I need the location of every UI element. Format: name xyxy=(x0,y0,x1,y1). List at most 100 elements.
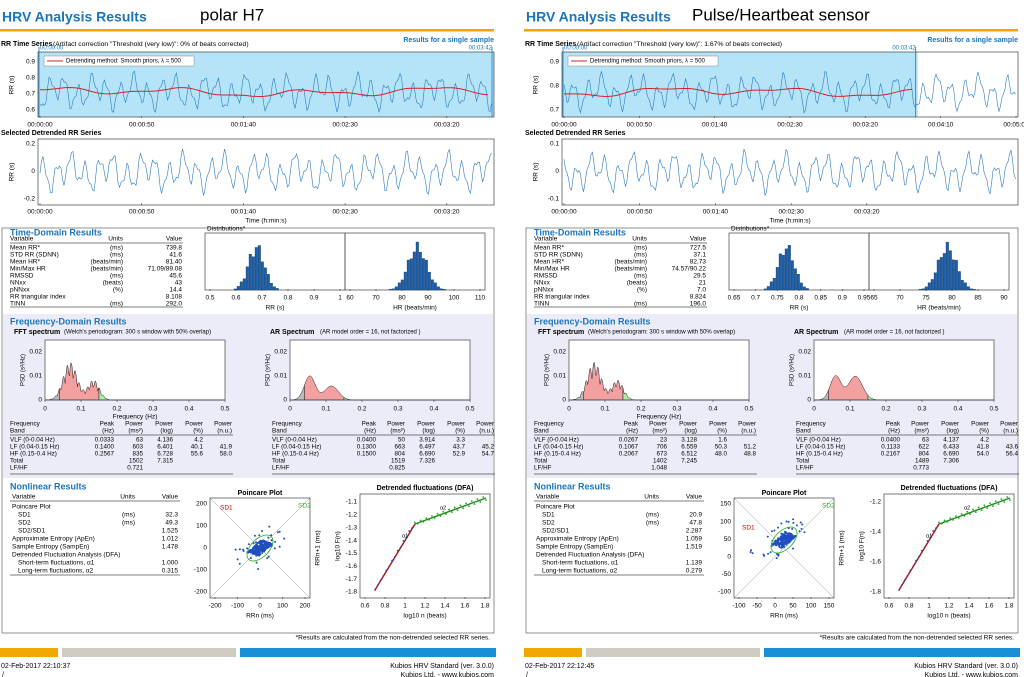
y-tick-label: -1.5 xyxy=(346,550,358,557)
link: Results for a single sample xyxy=(403,37,494,44)
table-cell: 3.128 xyxy=(681,437,697,444)
table-cell: (%) xyxy=(113,287,123,294)
table-cell: 74.57/90.22 xyxy=(672,266,707,273)
table-cell: RR triangular index xyxy=(10,294,66,301)
y-tick-label: 0 xyxy=(727,554,731,561)
dfa-point xyxy=(482,496,485,498)
note: (Welch's periodogram: 300 s window with … xyxy=(588,330,735,336)
x-tick-label: 0.5 xyxy=(220,406,229,413)
table-header: (Hz) xyxy=(364,428,376,435)
x-tick-label: 1.4 xyxy=(964,603,973,610)
table-header: Band xyxy=(10,428,25,435)
poincare-point xyxy=(769,551,772,554)
poincare-point xyxy=(780,532,783,535)
y-tick-label: -50 xyxy=(722,571,732,578)
table-cell: STD RR (SDNN) xyxy=(534,252,583,259)
table-header: Peak xyxy=(100,421,115,428)
dfa-point xyxy=(391,559,393,562)
x-tick-label: 75 xyxy=(922,295,930,302)
x-tick-label: 0.8 xyxy=(794,295,803,302)
table-cell: LF/HF xyxy=(10,465,28,472)
plot-area xyxy=(289,339,471,401)
table-cell: 8.108 xyxy=(166,294,183,301)
x-tick-label: 00:01:40 xyxy=(703,209,729,216)
histogram-bar xyxy=(269,283,273,291)
dfa-point xyxy=(986,507,989,510)
histogram-bar xyxy=(436,286,440,291)
table-cell: 8.824 xyxy=(690,294,707,301)
footer-bar xyxy=(764,648,1020,657)
table-cell: LF (0.04-0.15 Hz) xyxy=(272,444,321,451)
dfa-point xyxy=(485,499,487,501)
annotation: SD1 xyxy=(742,525,755,532)
table-cell: SD2 xyxy=(542,520,555,527)
x-tick-label: 0.5 xyxy=(989,406,998,413)
histogram-bar xyxy=(972,289,976,291)
dfa-point xyxy=(997,503,1000,505)
table-cell: 1.059 xyxy=(686,536,703,543)
x-tick-label: 00:04:10 xyxy=(928,122,954,129)
table-cell: 0.1500 xyxy=(357,451,377,458)
poincare-point xyxy=(261,547,264,550)
dfa-point xyxy=(898,589,900,591)
annotation: SD2 xyxy=(298,503,311,510)
table-cell: RMSSD xyxy=(534,273,558,280)
dfa-point xyxy=(909,569,912,572)
dfa-point xyxy=(969,513,972,515)
histogram-bar xyxy=(802,286,806,291)
histogram-bar xyxy=(409,258,413,291)
table-cell: pNNxx xyxy=(10,287,30,294)
dfa-point xyxy=(453,506,456,509)
table-header: (n.u.) xyxy=(479,428,494,435)
table-cell: 0.0400 xyxy=(881,437,901,444)
histogram-bar xyxy=(805,288,809,291)
y-tick-label: 0.02 xyxy=(553,349,566,356)
histogram-bar xyxy=(951,259,955,291)
table-cell: 1.525 xyxy=(162,528,179,535)
histogram-bar xyxy=(963,282,967,291)
y-tick-label: 0 xyxy=(562,397,566,404)
dfa-point xyxy=(906,574,909,577)
table-cell: HF (0.15-0.4 Hz) xyxy=(796,451,843,458)
x-tick-label: 00:01:40 xyxy=(231,122,257,129)
dfa-point xyxy=(1003,501,1006,503)
table-cell: 14.4 xyxy=(169,287,182,294)
table-cell: 804 xyxy=(918,451,929,458)
axis-label: log10 n (beats) xyxy=(403,613,446,620)
dfa-point xyxy=(419,519,422,522)
y-tick-label: -1.2 xyxy=(346,512,358,519)
poincare-point xyxy=(792,518,795,521)
axis-label: RR (s) xyxy=(9,163,16,182)
table-cell: (beats) xyxy=(627,280,647,287)
histogram-bar xyxy=(260,261,264,291)
results-frame xyxy=(525,227,1019,634)
poincare-point xyxy=(255,550,258,553)
dfa-point xyxy=(937,521,940,524)
x-tick-label: 1.4 xyxy=(440,603,449,610)
axis-label: HR (beats/min) xyxy=(393,305,437,312)
histogram-bar xyxy=(957,271,961,291)
table-cell: 52.9 xyxy=(453,451,466,458)
plot-background xyxy=(360,494,490,598)
table-header: Value xyxy=(690,236,707,243)
table-cell: VLF (0-0.04 Hz) xyxy=(796,437,841,444)
table-cell: 1502 xyxy=(129,458,144,465)
poincare-point xyxy=(781,540,784,543)
table-header: Power xyxy=(476,421,494,428)
dfa-point xyxy=(374,589,376,591)
histogram-bar xyxy=(245,266,249,291)
x-tick-label: 1.8 xyxy=(1004,603,1013,610)
poincare-point xyxy=(791,527,794,530)
histogram-bar xyxy=(939,257,943,291)
annotation: SD2 xyxy=(822,503,835,510)
table-header: Power xyxy=(125,421,143,428)
table-header: Band xyxy=(796,428,811,435)
section-title: Nonlinear Results xyxy=(534,481,611,491)
histogram-bar xyxy=(918,289,922,291)
histogram-bar xyxy=(442,289,446,291)
table-cell: LF (0.04-0.15 Hz) xyxy=(796,444,845,451)
table-header: Power xyxy=(971,421,989,428)
table-cell: 32.3 xyxy=(165,512,178,519)
histogram-bar xyxy=(936,259,940,291)
table-header: Power xyxy=(1000,421,1018,428)
